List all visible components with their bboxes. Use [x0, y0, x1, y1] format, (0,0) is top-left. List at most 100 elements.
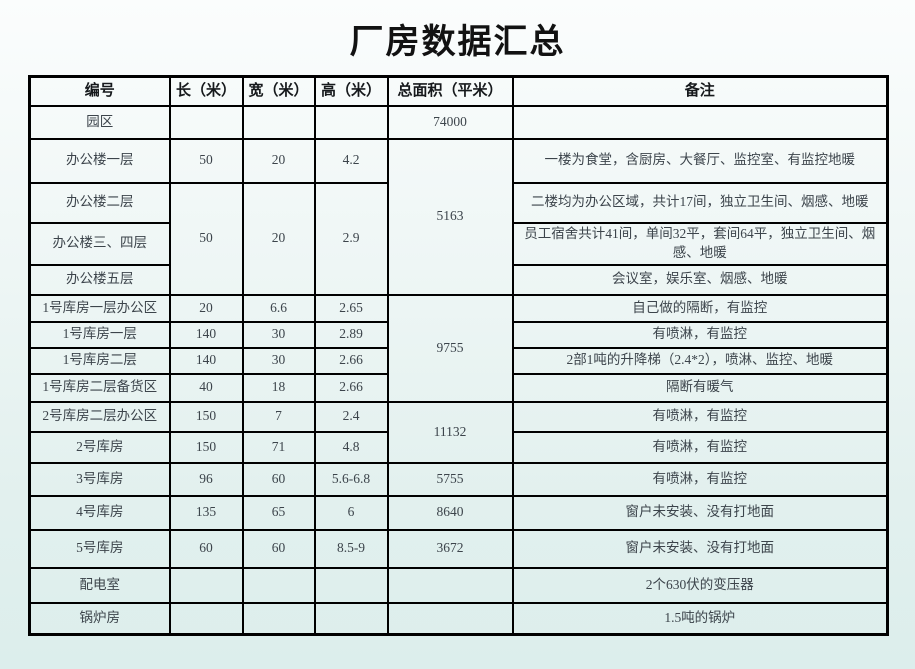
cell-name: 配电室: [28, 566, 171, 604]
cell-length: 150: [168, 430, 244, 464]
page-title: 厂房数据汇总: [349, 24, 566, 61]
table-row: 3号库房 96 60 5.6-6.8 5755 有喷淋，有监控: [28, 461, 889, 497]
cell-note: 二楼均为办公区域，共计17间，独立卫生间、烟感、地暖: [511, 181, 889, 224]
cell-height: 2.65: [313, 293, 389, 323]
cell-width: 65: [241, 494, 316, 531]
col-header-width: 宽（米）: [241, 75, 316, 107]
table-row: 办公楼二层 50 20 2.9 二楼均为办公区域，共计17间，独立卫生间、烟感、…: [28, 181, 889, 296]
cell-length: 60: [168, 528, 244, 569]
cell-height: 5.6-6.8: [313, 461, 389, 497]
cell-length: 140: [168, 320, 244, 349]
cell-area: [386, 601, 514, 636]
cell-note: 员工宿舍共计41间，单间32平，套间64平，独立卫生间、烟感、地暖: [511, 221, 889, 266]
table-row: 配电室 2个630伏的变压器: [28, 566, 889, 604]
col-header-notes: 备注: [511, 75, 889, 107]
cell-note: 有喷淋，有监控: [511, 320, 889, 349]
cell-name: 2号库房: [28, 430, 171, 464]
cell-length: 50: [168, 137, 244, 184]
cell-height: 4.8: [313, 430, 389, 464]
cell-width: 71: [241, 430, 316, 464]
factory-data-table: 编号 长（米） 宽（米） 高（米） 总面积（平米） 备注 园区 74000 办公…: [28, 75, 889, 636]
table-row: 办公楼五层 会议室，娱乐室、烟感、地暖: [28, 263, 889, 296]
cell-height: 6: [313, 494, 389, 531]
table-row: 1号库房二层备货区 40 18 2.66 隔断有暖气: [28, 372, 889, 403]
cell-note: 有喷淋，有监控: [511, 400, 889, 433]
table-row: 办公楼三、四层 员工宿舍共计41间，单间32平，套间64平，独立卫生间、烟感、地…: [28, 221, 889, 266]
cell-length: 20: [168, 293, 244, 323]
cell-name: 5号库房: [28, 528, 171, 569]
cell-height: 2.66: [313, 372, 389, 403]
cell-width: 20: [241, 181, 316, 296]
col-header-id: 编号: [28, 75, 171, 107]
cell-name: 1号库房一层办公区: [28, 293, 171, 323]
cell-area: [386, 566, 514, 604]
cell-name: 锅炉房: [28, 601, 171, 636]
cell-length: [168, 601, 244, 636]
table-row: 1号库房二层 140 30 2.66 2部1吨的升降梯（2.4*2），喷淋、监控…: [28, 346, 889, 375]
cell-note: 2个630伏的变压器: [511, 566, 889, 604]
table-row: 办公楼一层 50 20 4.2 5163 一楼为食堂，含厨房、大餐厅、监控室、有…: [28, 137, 889, 296]
cell-height: [313, 601, 389, 636]
cell-height: 8.5-9: [313, 528, 389, 569]
cell-length: [168, 104, 244, 140]
cell-height: 4.2: [313, 137, 389, 184]
cell-width: [241, 566, 316, 604]
cell-name: 1号库房二层备货区: [28, 372, 171, 403]
cell-name: 2号库房二层办公区: [28, 400, 171, 433]
table-row: 2号库房 150 71 4.8 有喷淋，有监控: [28, 430, 889, 464]
cell-note: 有喷淋，有监控: [511, 461, 889, 497]
cell-name: 办公楼五层: [28, 263, 171, 296]
cell-height: [313, 566, 389, 604]
cell-width: 60: [241, 528, 316, 569]
header-row: 编号 长（米） 宽（米） 高（米） 总面积（平米） 备注: [28, 75, 889, 107]
cell-name: 1号库房二层: [28, 346, 171, 375]
col-header-length: 长（米）: [168, 75, 244, 107]
cell-width: 20: [241, 137, 316, 184]
cell-note: 1.5吨的锅炉: [511, 601, 889, 636]
cell-width: 6.6: [241, 293, 316, 323]
cell-height: 2.9: [313, 181, 389, 296]
cell-length: 50: [168, 181, 244, 296]
document-page: 厂房数据汇总 编号 长（米） 宽（米） 高（米） 总面积（平米） 备注 园区: [0, 14, 915, 636]
cell-name: 1号库房一层: [28, 320, 171, 349]
table-row: 锅炉房 1.5吨的锅炉: [28, 601, 889, 636]
cell-length: [168, 566, 244, 604]
cell-height: [313, 104, 389, 140]
table-row: 5号库房 60 60 8.5-9 3672 窗户未安装、没有打地面: [28, 528, 889, 569]
cell-note: 隔断有暖气: [511, 372, 889, 403]
cell-note: 窗户未安装、没有打地面: [511, 494, 889, 531]
cell-length: 135: [168, 494, 244, 531]
cell-length: 40: [168, 372, 244, 403]
cell-width: [241, 601, 316, 636]
cell-width: 7: [241, 400, 316, 433]
cell-area: 5163: [386, 137, 514, 296]
cell-area: 3672: [386, 528, 514, 569]
cell-length: 96: [168, 461, 244, 497]
table-row: 1号库房一层 140 30 2.89 有喷淋，有监控: [28, 320, 889, 349]
cell-width: 18: [241, 372, 316, 403]
cell-note: 一楼为食堂，含厨房、大餐厅、监控室、有监控地暖: [511, 137, 889, 184]
cell-width: 60: [241, 461, 316, 497]
cell-note: 窗户未安装、没有打地面: [511, 528, 889, 569]
cell-name: 3号库房: [28, 461, 171, 497]
cell-name: 办公楼二层: [28, 181, 171, 224]
table-row: 1号库房一层办公区 20 6.6 2.65 9755 自己做的隔断，有监控: [28, 293, 889, 403]
cell-note: 2部1吨的升降梯（2.4*2），喷淋、监控、地暖: [511, 346, 889, 375]
cell-note: [511, 104, 889, 140]
cell-height: 2.66: [313, 346, 389, 375]
table-row: 园区 74000: [28, 104, 889, 140]
cell-area: 9755: [386, 293, 514, 403]
cell-note: 自己做的隔断，有监控: [511, 293, 889, 323]
table-row: 2号库房二层办公区 150 7 2.4 11132 有喷淋，有监控: [28, 400, 889, 464]
cell-name: 园区: [28, 104, 171, 140]
cell-length: 150: [168, 400, 244, 433]
cell-height: 2.4: [313, 400, 389, 433]
table-row: 4号库房 135 65 6 8640 窗户未安装、没有打地面: [28, 494, 889, 531]
cell-area: 74000: [386, 104, 514, 140]
cell-area: 5755: [386, 461, 514, 497]
cell-width: 30: [241, 320, 316, 349]
cell-name: 4号库房: [28, 494, 171, 531]
cell-name: 办公楼一层: [28, 137, 171, 184]
col-header-area: 总面积（平米）: [386, 75, 514, 107]
cell-note: 有喷淋，有监控: [511, 430, 889, 464]
